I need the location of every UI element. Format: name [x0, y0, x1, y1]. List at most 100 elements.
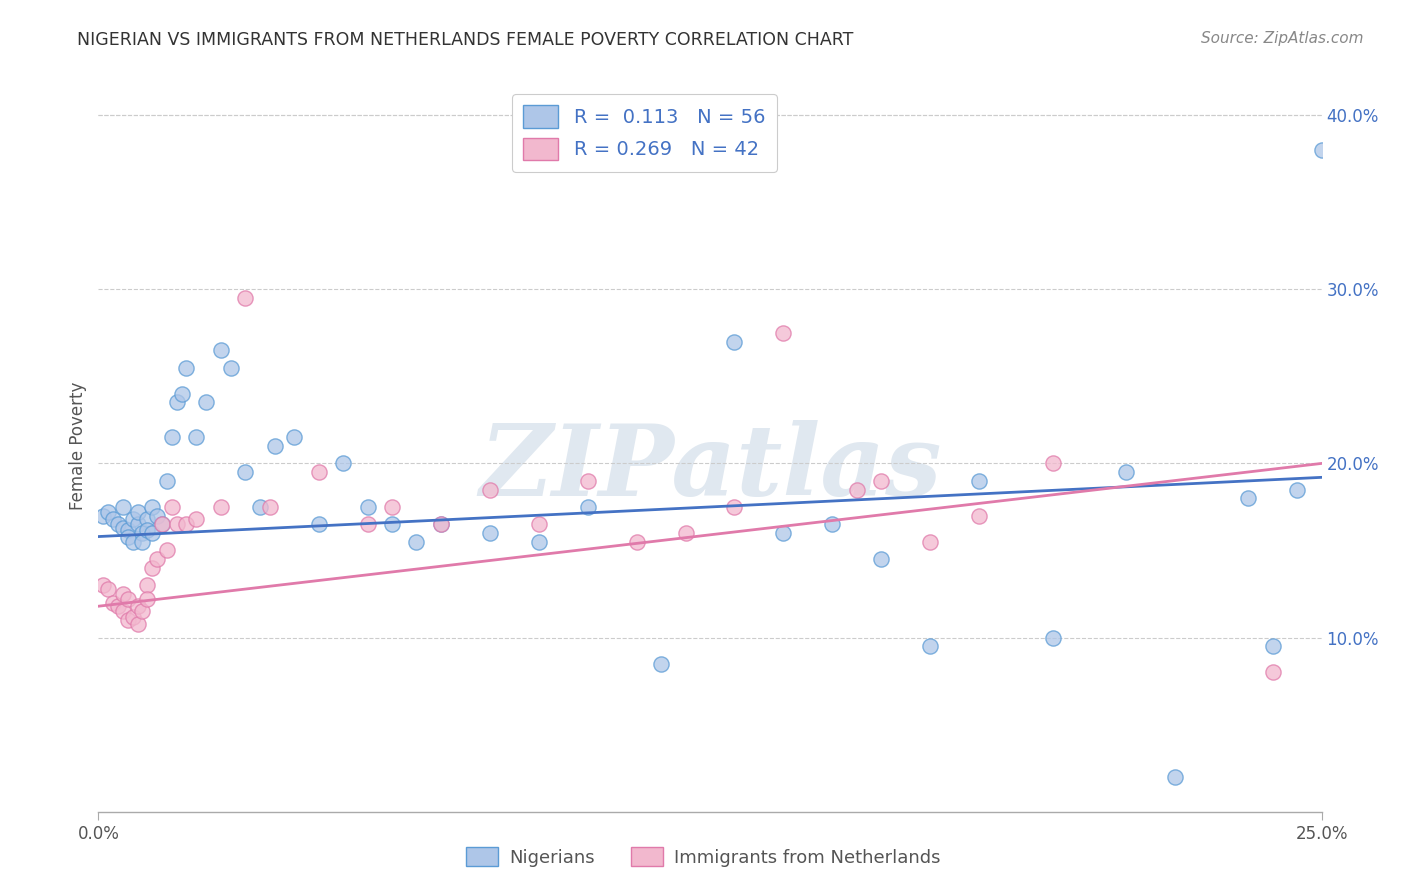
Point [111, 500, 134, 514]
Point [233, 465, 256, 479]
Text: ZIPatlas: ZIPatlas [479, 420, 941, 516]
Point [650, 657, 672, 671]
Point [1042, 631, 1064, 645]
Point [723, 334, 745, 349]
Point [356, 517, 378, 532]
Point [121, 512, 143, 526]
Point [127, 616, 149, 631]
Point [821, 517, 844, 532]
Point [111, 521, 134, 535]
Point [233, 291, 256, 305]
Point [141, 561, 163, 575]
Point [170, 386, 193, 401]
Point [576, 474, 599, 488]
Point [156, 543, 179, 558]
Point [845, 483, 868, 497]
Point [430, 517, 453, 532]
Point [219, 360, 242, 375]
Point [1261, 665, 1284, 680]
Point [117, 530, 139, 544]
Point [97, 582, 120, 596]
Point [117, 523, 139, 537]
Point [478, 483, 501, 497]
Point [127, 517, 149, 532]
Point [127, 505, 149, 519]
Point [101, 512, 124, 526]
Point [772, 326, 794, 340]
Point [91, 578, 114, 592]
Point [156, 474, 179, 488]
Point [111, 604, 134, 618]
Point [176, 360, 198, 375]
Y-axis label: Female Poverty: Female Poverty [69, 382, 87, 510]
Point [675, 526, 697, 541]
Point [166, 395, 188, 409]
Point [131, 534, 153, 549]
Point [91, 508, 114, 523]
Point [209, 343, 232, 358]
Point [430, 517, 453, 532]
Point [97, 505, 120, 519]
Point [136, 592, 159, 607]
Point [150, 517, 173, 532]
Point [136, 523, 159, 537]
Point [107, 517, 129, 532]
Point [160, 430, 183, 444]
Point [527, 517, 550, 532]
Point [160, 500, 183, 514]
Point [107, 599, 129, 614]
Point [136, 512, 159, 526]
Point [1286, 483, 1309, 497]
Point [356, 500, 378, 514]
Point [308, 517, 330, 532]
Point [920, 640, 942, 654]
Point [121, 609, 143, 624]
Point [1042, 457, 1064, 471]
Point [405, 534, 427, 549]
Point [101, 596, 124, 610]
Point [263, 439, 285, 453]
Point [121, 534, 143, 549]
Point [381, 500, 404, 514]
Point [127, 599, 149, 614]
Point [186, 430, 208, 444]
Point [283, 430, 305, 444]
Point [626, 534, 648, 549]
Point [576, 500, 599, 514]
Point [131, 526, 153, 541]
Point [117, 613, 139, 627]
Point [870, 552, 893, 566]
Point [1164, 770, 1187, 784]
Text: NIGERIAN VS IMMIGRANTS FROM NETHERLANDS FEMALE POVERTY CORRELATION CHART: NIGERIAN VS IMMIGRANTS FROM NETHERLANDS … [77, 31, 853, 49]
Point [967, 508, 990, 523]
Point [176, 517, 198, 532]
Point [967, 474, 990, 488]
Legend: R =  0.113   N = 56, R = 0.269   N = 42: R = 0.113 N = 56, R = 0.269 N = 42 [512, 94, 778, 171]
Point [772, 526, 794, 541]
Point [131, 604, 153, 618]
Point [195, 395, 218, 409]
Point [249, 500, 271, 514]
Point [141, 500, 163, 514]
Point [308, 465, 330, 479]
Point [166, 517, 188, 532]
Point [527, 534, 550, 549]
Point [146, 552, 169, 566]
Point [1261, 640, 1284, 654]
Point [920, 534, 942, 549]
Point [381, 517, 404, 532]
Point [1310, 143, 1333, 157]
Point [1237, 491, 1260, 506]
Point [1115, 465, 1137, 479]
Point [478, 526, 501, 541]
Point [111, 587, 134, 601]
Legend: Nigerians, Immigrants from Netherlands: Nigerians, Immigrants from Netherlands [458, 840, 948, 874]
Point [332, 457, 354, 471]
Point [870, 474, 893, 488]
Point [150, 517, 173, 532]
Point [723, 500, 745, 514]
Point [209, 500, 232, 514]
Point [136, 578, 159, 592]
Point [117, 592, 139, 607]
Point [259, 500, 281, 514]
